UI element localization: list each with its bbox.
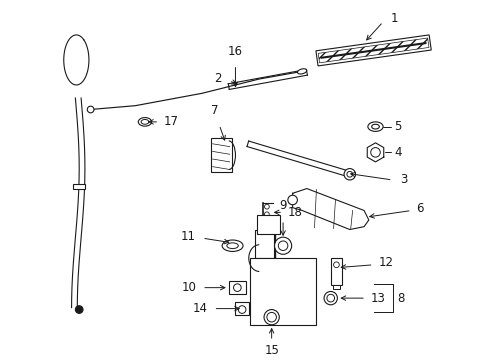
Circle shape	[344, 168, 355, 180]
Bar	[210, 138, 231, 172]
Bar	[73, 184, 85, 189]
Text: 2: 2	[213, 72, 221, 85]
Circle shape	[266, 312, 276, 322]
Text: 13: 13	[370, 292, 385, 305]
Text: 15: 15	[264, 344, 279, 357]
Circle shape	[333, 262, 339, 267]
Bar	[257, 215, 280, 234]
Bar	[332, 285, 340, 289]
Text: 11: 11	[180, 230, 195, 243]
Circle shape	[233, 284, 241, 292]
Circle shape	[324, 292, 337, 305]
Polygon shape	[292, 189, 368, 230]
Circle shape	[346, 171, 352, 177]
Bar	[254, 230, 273, 258]
Ellipse shape	[222, 240, 243, 251]
Ellipse shape	[141, 120, 148, 124]
Bar	[249, 258, 316, 325]
Circle shape	[264, 310, 279, 325]
Text: 12: 12	[378, 256, 392, 269]
Circle shape	[274, 237, 291, 254]
Circle shape	[326, 294, 334, 302]
Ellipse shape	[367, 122, 382, 131]
Text: 10: 10	[181, 281, 196, 294]
Text: 5: 5	[394, 120, 401, 133]
Circle shape	[87, 106, 94, 113]
Bar	[318, 38, 428, 63]
Text: 8: 8	[397, 292, 404, 305]
Polygon shape	[366, 143, 383, 162]
Text: 18: 18	[287, 206, 302, 219]
Text: 16: 16	[227, 45, 243, 58]
Ellipse shape	[138, 118, 151, 126]
Bar	[315, 35, 430, 66]
Text: 4: 4	[394, 146, 401, 159]
Text: 9: 9	[279, 199, 286, 212]
Ellipse shape	[371, 124, 379, 129]
Text: 6: 6	[416, 202, 423, 215]
Text: 3: 3	[400, 174, 407, 186]
Bar	[228, 281, 245, 294]
Text: 1: 1	[390, 12, 397, 24]
Circle shape	[370, 148, 380, 157]
Bar	[235, 302, 248, 315]
Bar	[330, 258, 342, 285]
Ellipse shape	[226, 243, 238, 249]
Text: 17: 17	[163, 115, 179, 129]
Ellipse shape	[297, 69, 306, 74]
Circle shape	[75, 306, 83, 313]
Circle shape	[264, 204, 269, 209]
Circle shape	[238, 306, 245, 313]
Circle shape	[264, 212, 269, 217]
Text: 14: 14	[192, 302, 207, 315]
Circle shape	[278, 241, 287, 251]
Circle shape	[287, 195, 297, 205]
Text: 7: 7	[210, 104, 218, 117]
